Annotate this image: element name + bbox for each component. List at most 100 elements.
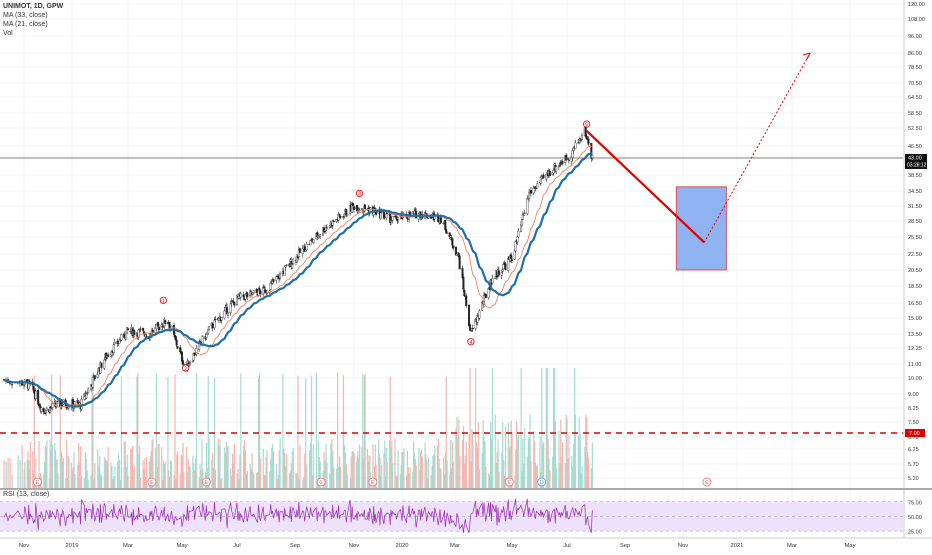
candle-body [504, 263, 507, 271]
candle-body [579, 140, 582, 142]
volume-bar [218, 445, 220, 488]
projection-down-line[interactable] [585, 130, 706, 244]
volume-bar [504, 475, 506, 488]
candle-body [220, 316, 223, 321]
volume-bar [246, 471, 248, 488]
volume-bar [194, 470, 196, 488]
earnings-marker[interactable] [368, 477, 378, 487]
volume-bar [56, 458, 58, 488]
volume-bar [425, 454, 427, 488]
indicator-volume-label[interactable]: Vol [3, 30, 13, 37]
candle-body [120, 334, 123, 341]
volume-bar [51, 444, 54, 488]
volume-bar [251, 453, 253, 488]
candle-body [162, 325, 165, 327]
wave-label-circle [467, 338, 475, 346]
candle-body [566, 158, 569, 160]
candle-body [468, 324, 471, 331]
target-box[interactable] [675, 186, 727, 271]
volume-bar [169, 476, 171, 488]
candle-body [174, 336, 177, 341]
volume-bar [475, 368, 477, 488]
volume-bar [508, 448, 510, 488]
volume-bar [549, 471, 551, 488]
indicator-ma21-label[interactable]: MA (21, close) [3, 21, 48, 28]
support-price-tag[interactable] [905, 429, 925, 437]
volume-bar [226, 446, 228, 488]
volume-bar [555, 467, 557, 488]
candle-body [292, 258, 295, 264]
earnings-marker[interactable] [504, 477, 514, 487]
volume-bar [161, 447, 163, 488]
volume-bar [105, 460, 107, 488]
volume-bar [541, 368, 543, 488]
candle-body [157, 322, 160, 327]
projection-up-line[interactable] [703, 52, 811, 243]
time-axis-label: 2020 [396, 543, 409, 549]
candle-body [291, 264, 294, 269]
volume-bar [62, 458, 65, 488]
earnings-marker-label: E [205, 480, 209, 486]
volume-bar [325, 443, 327, 488]
volume-bar [543, 442, 545, 488]
volume-bar [24, 461, 26, 488]
candle-body [255, 288, 258, 293]
volume-bar [231, 453, 234, 488]
volume-bar [110, 462, 112, 488]
earnings-marker[interactable] [147, 477, 157, 487]
volume-bar [545, 368, 547, 488]
dividend-marker[interactable] [537, 477, 547, 487]
volume-bar [586, 417, 588, 488]
volume-bar [90, 475, 92, 488]
volume-bar [511, 432, 513, 488]
volume-bar [412, 471, 414, 488]
volume-bar [195, 373, 198, 488]
current-price-tag[interactable] [905, 154, 927, 169]
candle-body [45, 407, 48, 411]
volume-bar [212, 452, 214, 488]
rsi-legend[interactable]: RSI (13, close) [3, 491, 50, 498]
volume-bar [439, 467, 441, 488]
candle-body [358, 209, 361, 211]
wave-label-circle [182, 364, 190, 372]
earnings-marker[interactable] [316, 477, 326, 487]
candle-body [246, 292, 249, 297]
volume-bar [319, 461, 321, 488]
volume-bar [355, 462, 358, 488]
volume-bar [288, 473, 291, 488]
candle-body [548, 171, 551, 177]
candle-body [133, 330, 136, 335]
price-axis-tick: 6.25 [908, 447, 919, 453]
time-axis-label: Sep [620, 543, 630, 549]
volume-bar [131, 445, 134, 488]
volume-bar [7, 457, 9, 488]
dividend-marker-label: D [540, 480, 544, 486]
time-axis-label: Mar [450, 543, 460, 549]
volume-bar [223, 447, 226, 488]
volume-bar [414, 459, 416, 488]
volume-bar [459, 456, 461, 488]
earnings-marker[interactable] [702, 477, 712, 487]
volume-bar [470, 461, 472, 488]
volume-bar [262, 448, 264, 488]
price-axis-tick: 12.25 [908, 346, 922, 352]
volume-bar [264, 475, 266, 488]
earnings-marker[interactable] [201, 477, 211, 487]
earnings-marker[interactable] [33, 477, 42, 487]
volume-bar [377, 438, 380, 488]
candle-body [103, 359, 106, 369]
volume-bar [384, 440, 386, 488]
volume-bar [369, 456, 371, 488]
candle-body [383, 217, 386, 219]
symbol-title[interactable]: UNIMOT, 1D, GPW [3, 3, 64, 10]
candle-body [446, 232, 449, 234]
volume-bar [112, 479, 114, 488]
price-axis-tick: 8.25 [908, 406, 919, 412]
volume-bar [395, 476, 398, 488]
volume-bar [567, 457, 569, 488]
indicator-ma33-label[interactable]: MA (33, close) [3, 12, 48, 19]
volume-bar [380, 476, 382, 488]
volume-bar [353, 453, 355, 488]
